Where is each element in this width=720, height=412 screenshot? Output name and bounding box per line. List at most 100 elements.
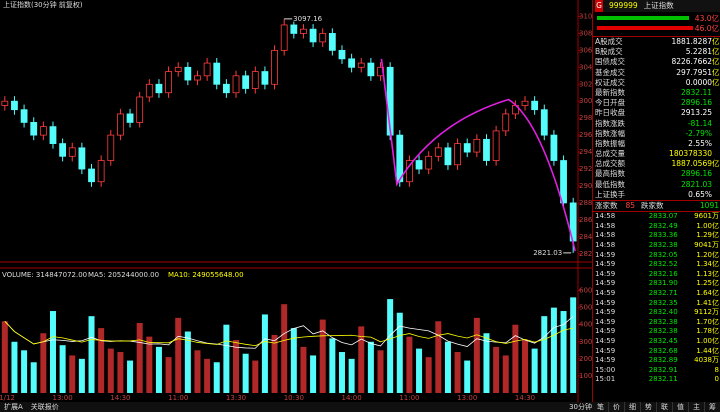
ma10-line	[4, 321, 574, 347]
tick-price: 2832.71	[648, 288, 678, 297]
tick-row: 14:58 2833.07 9601万	[593, 212, 720, 222]
volume-bar	[155, 346, 162, 393]
volume-bar	[69, 355, 76, 393]
volume-bar	[560, 311, 567, 393]
candle-body	[521, 100, 529, 106]
y-tick-label: 2840	[579, 233, 592, 241]
candle-body	[1, 100, 9, 106]
stat-label: 国债成交	[595, 57, 625, 67]
volume-bar	[1, 321, 8, 393]
x-tick-label: 13:00	[457, 394, 477, 402]
volume-bar	[358, 326, 365, 393]
candle-body	[463, 143, 471, 153]
y-tick-label: 2820	[579, 250, 592, 258]
tick-price: 2832.45	[648, 336, 678, 345]
stat-label: 最低指数	[595, 179, 625, 189]
stat-unit: 亿	[712, 67, 720, 77]
tick-volume: 1.00亿	[696, 336, 719, 345]
buy-label: 43.0亿	[694, 14, 719, 23]
panel-tab[interactable]: 主	[688, 402, 704, 412]
volume-bar	[512, 324, 519, 393]
volume-bar	[319, 319, 326, 393]
stat-label: 指数涨跌	[595, 118, 625, 128]
volume-bar	[502, 355, 509, 393]
stat-unit: 亿	[712, 77, 720, 87]
candle-body	[78, 147, 86, 170]
candle-body	[348, 58, 356, 68]
sell-bar	[597, 26, 693, 30]
tick-price: 2832.16	[648, 269, 678, 278]
stat-row: 最低指数 2821.03	[593, 180, 720, 190]
candle-body	[540, 109, 548, 136]
x-tick-label: 14:30	[515, 394, 535, 402]
y-tick-label: 2860	[579, 216, 592, 224]
stat-value: 297.7951	[676, 67, 712, 77]
panel-tab[interactable]: 细	[624, 402, 640, 412]
tick-time: 14:59	[595, 279, 616, 288]
ma10-label: MA10: 249055648.00	[168, 271, 244, 279]
tick-price: 2832.89	[648, 356, 678, 365]
stat-value: 2.55%	[688, 138, 712, 148]
volume-bar	[531, 348, 538, 393]
panel-tab[interactable]: 势	[640, 402, 656, 412]
tick-row: 14:59 2832.89 4038万	[593, 356, 720, 366]
tick-time: 15:00	[595, 365, 616, 374]
candle-body	[290, 24, 298, 34]
volume-bar	[11, 341, 18, 393]
candle-body	[251, 71, 259, 89]
stat-value: 5.2281	[685, 47, 712, 57]
volume-bar	[59, 345, 66, 393]
y-tick-label: 20000	[579, 355, 592, 363]
stat-unit	[712, 88, 719, 98]
candle-body	[483, 138, 490, 161]
volume-bar	[78, 358, 85, 393]
y-tick-label: 2900	[579, 182, 592, 190]
candle-body	[39, 126, 47, 136]
stats: A股成交 1881.8287 亿 B股成交 5.2281 亿国债成交 8226.7662 亿基…	[593, 37, 720, 201]
tick-volume: 1.13亿	[696, 269, 719, 278]
volume-bar	[30, 362, 37, 393]
tick-price: 2832.49	[648, 221, 678, 230]
volume-bar	[464, 360, 471, 393]
bottom-tab[interactable]: 关联报价	[30, 403, 59, 411]
panel-tab[interactable]: 值	[672, 402, 688, 412]
candle-body	[68, 147, 76, 157]
volume-bar	[194, 350, 201, 393]
tick-volume: 1.78亿	[696, 327, 719, 336]
panel-tab[interactable]: 筹	[704, 402, 720, 412]
stat-unit	[712, 108, 719, 118]
stat-label: 指数振幅	[595, 138, 625, 148]
y-tick-label: 3080	[579, 29, 592, 37]
bottom-bar: 扩展A 关联报价 30分钟	[0, 402, 596, 412]
bottom-tab[interactable]: 扩展A	[4, 403, 23, 411]
volume-bar	[213, 362, 220, 393]
candle-body	[502, 113, 510, 132]
x-tick-label: 13:00	[53, 394, 73, 402]
volume-bar	[281, 304, 288, 393]
tick-price: 2832.91	[648, 365, 678, 374]
tick-time: 14:59	[595, 298, 616, 307]
stat-value: -2.79%	[685, 128, 712, 138]
candle-body	[338, 49, 346, 60]
volume-bar	[136, 322, 143, 393]
panel-tab[interactable]: 价	[608, 402, 624, 412]
tick-price: 2831.90	[648, 279, 678, 288]
stat-unit: 亿	[712, 159, 720, 169]
candle-body	[531, 100, 539, 111]
y-tick-label: 10000	[579, 372, 592, 380]
panel-tabs: 笔价细势联值主筹	[592, 402, 720, 412]
tick-time: 14:59	[595, 308, 616, 317]
candle-body	[11, 100, 18, 111]
stat-value: 2821.03	[680, 179, 712, 189]
x-tick-label: 13:30	[226, 394, 246, 402]
volume-bar	[329, 338, 336, 393]
period-button[interactable]: 30分钟	[569, 403, 592, 411]
stat-row: 国债成交 8226.7662 亿	[593, 57, 720, 67]
advance: 85	[625, 201, 636, 210]
y-tick-label: 3060	[579, 46, 592, 54]
code: 999999	[609, 1, 638, 10]
tick-row: 14:59 2832.45 1.00亿	[593, 337, 720, 347]
volume-bar	[175, 317, 182, 393]
panel-tab[interactable]: 联	[656, 402, 672, 412]
tick-time: 14:58	[595, 212, 616, 221]
